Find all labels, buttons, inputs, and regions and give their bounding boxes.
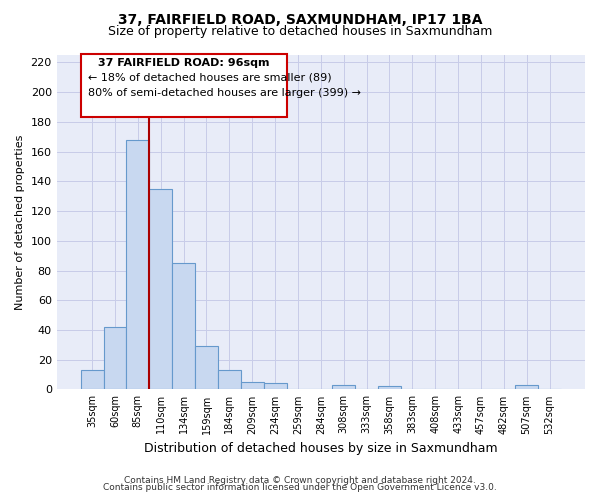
Bar: [241, 382, 263, 390]
Bar: [263, 384, 287, 390]
Bar: [218, 370, 241, 390]
Text: 37, FAIRFIELD ROAD, SAXMUNDHAM, IP17 1BA: 37, FAIRFIELD ROAD, SAXMUNDHAM, IP17 1BA: [118, 12, 482, 26]
Bar: [195, 346, 218, 390]
Bar: [515, 385, 538, 390]
Text: Contains HM Land Registry data © Crown copyright and database right 2024.: Contains HM Land Registry data © Crown c…: [124, 476, 476, 485]
Bar: [172, 263, 195, 390]
Text: 37 FAIRFIELD ROAD: 96sqm: 37 FAIRFIELD ROAD: 96sqm: [98, 58, 269, 68]
Bar: [378, 386, 401, 390]
Bar: [80, 370, 104, 390]
Text: Size of property relative to detached houses in Saxmundham: Size of property relative to detached ho…: [108, 25, 492, 38]
Bar: [149, 189, 172, 390]
Text: Contains public sector information licensed under the Open Government Licence v3: Contains public sector information licen…: [103, 484, 497, 492]
Text: 80% of semi-detached houses are larger (399) →: 80% of semi-detached houses are larger (…: [88, 88, 361, 98]
Bar: [332, 385, 355, 390]
X-axis label: Distribution of detached houses by size in Saxmundham: Distribution of detached houses by size …: [144, 442, 497, 455]
Text: ← 18% of detached houses are smaller (89): ← 18% of detached houses are smaller (89…: [88, 73, 331, 83]
Bar: [127, 140, 149, 390]
Y-axis label: Number of detached properties: Number of detached properties: [15, 134, 25, 310]
Bar: [104, 327, 127, 390]
Bar: [80, 54, 287, 118]
